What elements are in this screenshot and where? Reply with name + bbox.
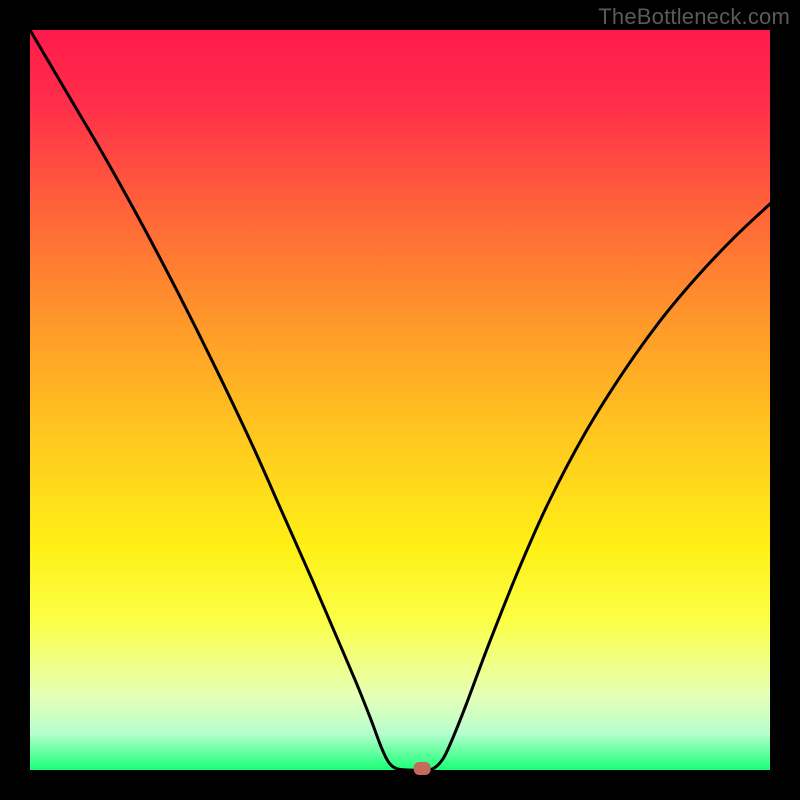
plot-background <box>30 30 770 770</box>
chart-svg <box>0 0 800 800</box>
watermark-text: TheBottleneck.com <box>598 4 790 30</box>
chart-container: TheBottleneck.com <box>0 0 800 800</box>
bottleneck-marker <box>414 763 430 775</box>
